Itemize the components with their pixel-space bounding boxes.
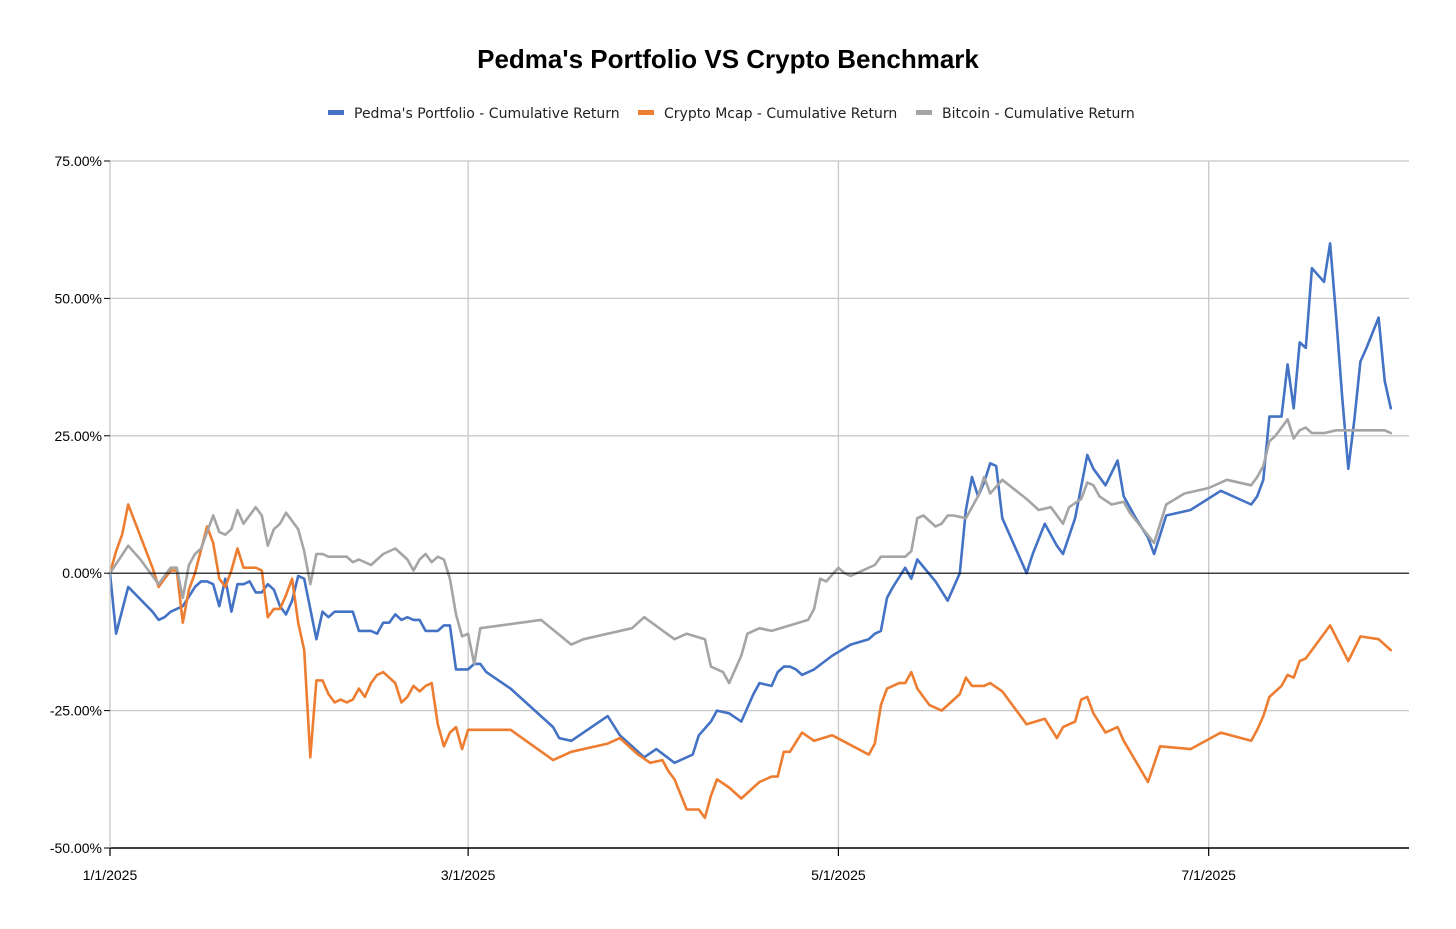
x-tick-label: 1/1/2025 xyxy=(83,867,138,883)
y-tick-label: 0.00% xyxy=(62,565,102,581)
chart-title: Pedma's Portfolio VS Crypto Benchmark xyxy=(477,44,979,74)
legend-item-crypto-mcap: Crypto Mcap - Cumulative Return xyxy=(638,106,897,122)
y-tick-label: -50.00% xyxy=(50,840,102,856)
axes xyxy=(109,161,1409,849)
series-line-crypto-mcap xyxy=(108,503,1393,820)
y-tick-label: 50.00% xyxy=(55,290,102,306)
y-tick-label: -25.00% xyxy=(50,703,102,719)
series-line-bitcoin xyxy=(108,417,1393,685)
legend-swatch-crypto-mcap xyxy=(638,110,654,115)
y-axis-ticks: 75.00% 50.00% 25.00% 0.00% -25.00% -50.00% xyxy=(50,153,110,856)
x-tick-label: 7/1/2025 xyxy=(1181,867,1236,883)
x-tick-label: 5/1/2025 xyxy=(811,867,866,883)
legend-label-bitcoin: Bitcoin - Cumulative Return xyxy=(942,106,1135,122)
x-tick-label: 3/1/2025 xyxy=(441,867,496,883)
y-tick-label: 25.00% xyxy=(55,428,102,444)
legend: Pedma's Portfolio - Cumulative Return Cr… xyxy=(328,106,1135,122)
x-axis-ticks: 1/1/2025 3/1/2025 5/1/2025 7/1/2025 xyxy=(83,848,1236,883)
gridlines xyxy=(110,160,1409,848)
legend-swatch-bitcoin xyxy=(916,110,932,115)
y-tick-label: 75.00% xyxy=(55,153,102,169)
legend-label-portfolio: Pedma's Portfolio - Cumulative Return xyxy=(354,106,620,122)
series-lines xyxy=(108,242,1393,820)
series-line-portfolio xyxy=(108,242,1393,765)
legend-item-bitcoin: Bitcoin - Cumulative Return xyxy=(916,106,1135,122)
legend-label-crypto-mcap: Crypto Mcap - Cumulative Return xyxy=(664,106,897,122)
legend-swatch-portfolio xyxy=(328,110,344,115)
legend-item-portfolio: Pedma's Portfolio - Cumulative Return xyxy=(328,106,620,122)
